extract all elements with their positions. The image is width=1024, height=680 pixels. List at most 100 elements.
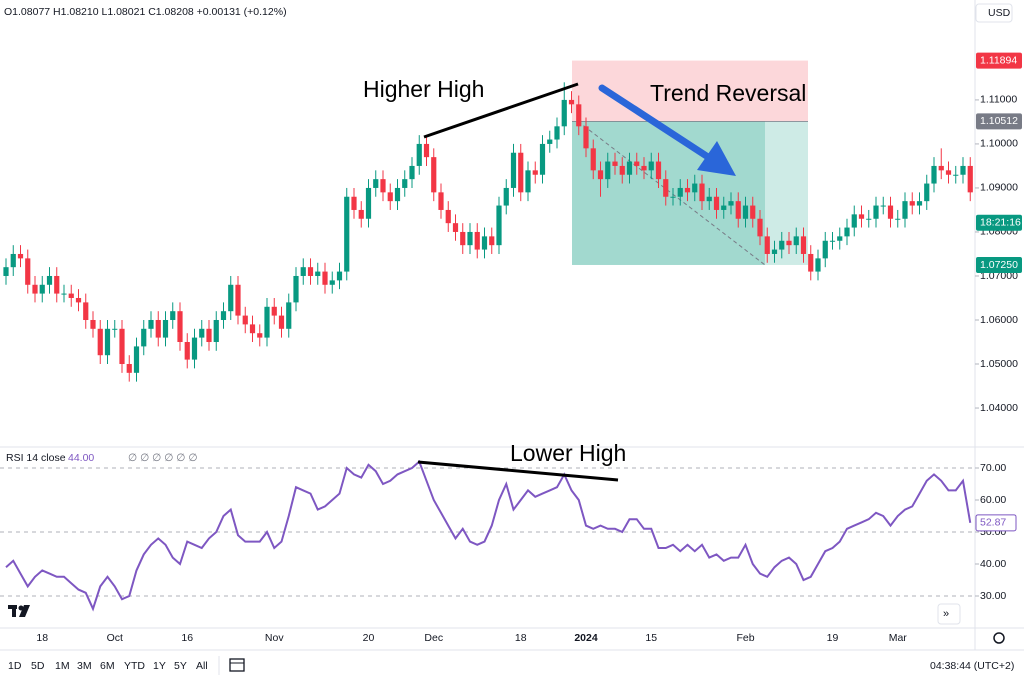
- candle-body: [590, 148, 596, 171]
- candle-body: [75, 297, 82, 303]
- candle-body: [568, 99, 575, 105]
- x-tick-label: Oct: [107, 632, 123, 644]
- range-button[interactable]: All: [196, 660, 208, 672]
- range-button[interactable]: 5Y: [174, 660, 187, 672]
- candle-body: [597, 170, 604, 180]
- candle-body: [742, 205, 749, 219]
- rsi-legend-value: 44.00: [68, 452, 94, 464]
- candle-body: [199, 328, 205, 338]
- candle-body: [916, 201, 923, 206]
- candle-body: [786, 240, 792, 246]
- candle-body: [184, 342, 190, 360]
- candle-body: [829, 240, 836, 242]
- candle-body: [895, 218, 901, 220]
- candle-body: [489, 236, 495, 246]
- candle-body: [104, 328, 111, 356]
- candle-body: [496, 205, 502, 246]
- candle-body: [431, 157, 437, 193]
- candle-body: [416, 143, 422, 166]
- calendar-icon[interactable]: [229, 658, 245, 672]
- candle-body: [648, 161, 654, 171]
- scroll-icon[interactable]: »: [943, 608, 949, 620]
- candle-body: [191, 337, 198, 360]
- candle-body: [278, 315, 285, 329]
- candle-body: [402, 179, 408, 188]
- clock: 04:38:44 (UTC+2): [930, 660, 1014, 672]
- currency-button[interactable]: [975, 3, 1013, 23]
- candle-body: [155, 319, 161, 338]
- y-tick-label: 60.00: [980, 494, 1006, 506]
- candle-body: [967, 165, 973, 193]
- candle-body: [764, 236, 770, 254]
- price-marker: [976, 113, 1022, 130]
- candle-body: [945, 170, 952, 175]
- candle-body: [837, 236, 843, 241]
- annotation: Lower High: [510, 440, 626, 466]
- candle-body: [249, 324, 256, 334]
- candle-body: [25, 258, 31, 285]
- x-tick-label: Mar: [889, 632, 908, 644]
- candle-body: [757, 218, 763, 237]
- candle-body: [46, 275, 53, 285]
- candle-body: [271, 306, 277, 316]
- range-button[interactable]: 6M: [100, 660, 115, 672]
- candle-body: [909, 201, 915, 206]
- range-button[interactable]: 1D: [8, 660, 22, 672]
- candle-body: [83, 302, 89, 320]
- candle-body: [960, 165, 966, 175]
- trend-line: [423, 82, 579, 139]
- candle-body: [561, 99, 567, 127]
- candle-body: [452, 223, 459, 232]
- candle-body: [887, 205, 894, 219]
- rsi-marker: [975, 514, 1017, 532]
- candle-body: [713, 196, 720, 210]
- y-tick-label: 1.04000: [980, 402, 1018, 414]
- candle-body: [953, 174, 959, 176]
- candle-body: [931, 165, 937, 184]
- candle-body: [264, 306, 270, 338]
- candle-body: [793, 236, 799, 246]
- range-button[interactable]: 5D: [31, 660, 45, 672]
- price-marker-label: 1.11894: [980, 54, 1017, 66]
- realized-zone: [572, 121, 765, 265]
- scroll-button[interactable]: [937, 603, 961, 625]
- rsi-title: RSI 14 close: [6, 452, 66, 464]
- range-button[interactable]: 1M: [55, 660, 70, 672]
- x-tick-label: Feb: [736, 632, 754, 644]
- candle-body: [539, 143, 546, 175]
- ohlc-legend: O1.08077 H1.08210 L1.08021 C1.08208 +0.0…: [4, 6, 287, 18]
- candle-body: [336, 271, 343, 281]
- candle-body: [938, 165, 944, 171]
- range-button[interactable]: 3M: [77, 660, 92, 672]
- candle-body: [576, 104, 582, 127]
- candle-body: [293, 275, 299, 303]
- candle-body: [684, 187, 691, 193]
- candle-body: [670, 196, 676, 198]
- candle-body: [307, 267, 314, 276]
- price-marker: [976, 214, 1022, 231]
- candle-body: [61, 293, 67, 295]
- candle-body: [3, 267, 9, 276]
- x-tick-label: 16: [181, 632, 193, 644]
- settings-icon[interactable]: [993, 632, 1005, 644]
- candle-body: [322, 271, 328, 285]
- candle-body: [10, 253, 16, 268]
- range-button[interactable]: 1Y: [153, 660, 166, 672]
- rsi-marker-label: 52.87: [980, 517, 1006, 529]
- candle-body: [228, 284, 234, 312]
- candle-body: [503, 187, 509, 206]
- y-tick-label: 40.00: [980, 558, 1006, 570]
- candle-body: [750, 205, 756, 219]
- logo: [8, 605, 30, 617]
- x-tick-label: 18: [515, 632, 527, 644]
- candle-body: [220, 311, 227, 320]
- x-tick-label: Dec: [424, 632, 443, 644]
- currency[interactable]: USD: [988, 7, 1011, 19]
- candle-body: [329, 280, 335, 285]
- candle-body: [619, 165, 625, 175]
- candle-body: [97, 328, 103, 356]
- candle-body: [344, 196, 350, 272]
- candle-body: [583, 126, 589, 149]
- range-button[interactable]: YTD: [124, 660, 145, 672]
